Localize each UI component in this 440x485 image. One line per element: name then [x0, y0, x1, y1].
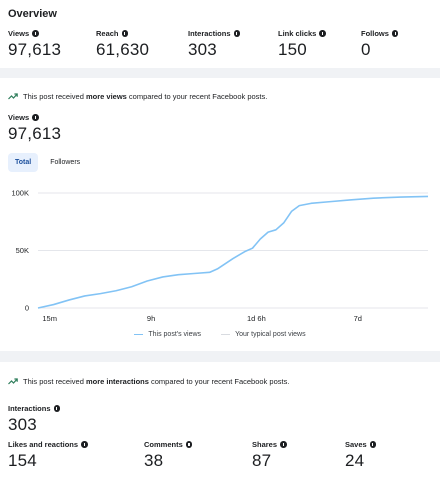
metric-interactions-label: Interactions — [188, 29, 231, 38]
metric-comments: Comments 38 — [144, 440, 193, 471]
comments-label: Comments — [144, 440, 183, 449]
metric-reach-value: 61,630 — [96, 40, 150, 59]
views-tabs: Total Followers — [8, 153, 92, 172]
y-tick-label: 50K — [16, 246, 29, 255]
saves-label: Saves — [345, 440, 367, 449]
info-icon[interactable] — [280, 441, 287, 448]
metric-interactions-value: 303 — [188, 40, 217, 59]
metric-link-clicks: Link clicks 150 — [278, 29, 326, 60]
interactions-metric-label: Interactions — [8, 404, 51, 413]
views-insight: This post received more views compared t… — [8, 92, 267, 101]
metric-views-value: 97,613 — [8, 40, 62, 59]
info-icon[interactable] — [81, 441, 88, 448]
metric-reach-label: Reach — [96, 29, 119, 38]
views-card: This post received more views compared t… — [0, 78, 440, 351]
overview-title: Overview — [8, 8, 57, 20]
x-tick-label: 7d — [354, 314, 362, 323]
info-icon[interactable] — [319, 30, 326, 37]
y-tick-label: 100K — [11, 189, 29, 198]
likes-reactions-value: 154 — [8, 451, 37, 470]
info-icon[interactable] — [185, 441, 193, 448]
info-icon[interactable] — [391, 30, 399, 37]
comments-value: 38 — [144, 451, 164, 470]
interactions-insight-suffix: compared to your recent Facebook posts. — [151, 377, 290, 386]
x-tick-label: 15m — [42, 314, 57, 323]
legend-swatch-this-post — [134, 333, 144, 336]
legend-swatch-typical-post — [221, 333, 231, 336]
views-line-chart: 0 50K 100K 15m 9h 1d 6h 7d — [11, 189, 429, 323]
interactions-metric-value: 303 — [8, 415, 37, 434]
info-icon[interactable] — [233, 30, 241, 37]
x-tick-label: 1d 6h — [247, 314, 266, 323]
interactions-insight-bold: more interactions — [85, 377, 149, 386]
metric-follows-label: Follows — [361, 29, 389, 38]
shares-value: 87 — [252, 451, 272, 470]
views-insight-suffix: compared to your recent Facebook posts. — [128, 92, 268, 101]
y-tick-label: 0 — [25, 304, 29, 313]
interactions-metric: Interactions 303 — [8, 404, 61, 435]
info-icon[interactable] — [53, 405, 61, 412]
metric-interactions: Interactions 303 — [188, 29, 241, 60]
likes-reactions-label: Likes and reactions — [8, 440, 79, 449]
info-icon[interactable] — [32, 30, 39, 37]
shares-label: Shares — [252, 440, 278, 449]
views-insight-bold: more views — [85, 92, 127, 101]
chart-legend: This post's views Your typical post view… — [0, 331, 440, 338]
metric-link-clicks-value: 150 — [278, 40, 307, 59]
interactions-insight-prefix: This post received — [23, 377, 84, 386]
metric-likes-reactions: Likes and reactions 154 — [8, 440, 88, 471]
legend-label-this-post: This post's views — [148, 331, 202, 338]
interactions-insight: This post received more interactions com… — [8, 377, 289, 386]
views-insight-prefix: This post received — [23, 92, 84, 101]
trending-up-icon — [8, 378, 18, 385]
views-metric-label: Views — [8, 113, 30, 122]
metric-follows: Follows 0 — [361, 29, 399, 60]
views-metric: Views 97,613 — [8, 113, 61, 144]
x-tick-label: 9h — [147, 314, 155, 323]
metric-link-clicks-label: Link clicks — [278, 29, 317, 38]
saves-value: 24 — [345, 451, 365, 470]
info-icon[interactable] — [32, 114, 39, 121]
metric-saves: Saves 24 — [345, 440, 377, 471]
legend-typical-post: Your typical post views — [221, 331, 306, 338]
metric-shares: Shares 87 — [252, 440, 287, 471]
views-metric-value: 97,613 — [8, 124, 62, 143]
metric-views: Views 97,613 — [8, 29, 61, 60]
metric-reach: Reach 61,630 — [96, 29, 149, 60]
legend-this-post: This post's views — [134, 331, 201, 338]
metric-follows-value: 0 — [361, 40, 371, 59]
series-line-this-post — [37, 195, 429, 309]
info-icon[interactable] — [121, 30, 129, 37]
tab-total[interactable]: Total — [8, 153, 39, 172]
tab-followers[interactable]: Followers — [50, 159, 81, 166]
trending-up-icon — [8, 93, 18, 100]
metric-views-label: Views — [8, 29, 30, 38]
legend-label-typical-post: Your typical post views — [235, 331, 306, 338]
overview-card: Overview Views 97,613 Reach 61,630 Inter… — [0, 0, 440, 68]
interactions-card: This post received more interactions com… — [0, 362, 440, 485]
info-icon[interactable] — [369, 441, 377, 448]
